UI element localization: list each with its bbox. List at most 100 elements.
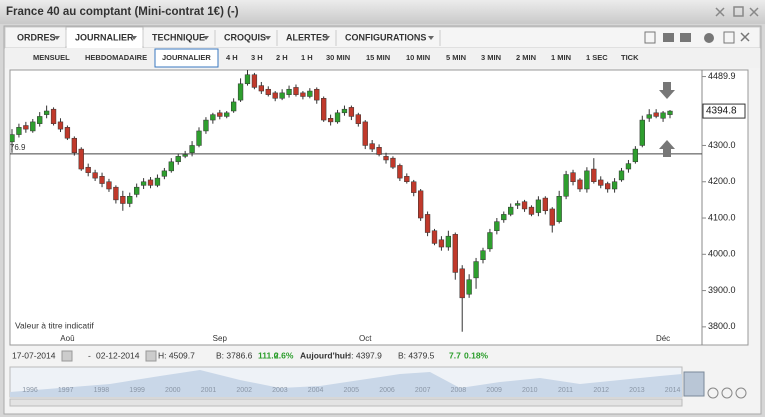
candle-body: [327, 118, 334, 123]
candle-body: [535, 199, 542, 213]
timeframe-option[interactable]: 3 H: [251, 53, 263, 62]
candle-body: [37, 116, 43, 124]
candle-body: [64, 127, 71, 139]
menu-item[interactable]: ALERTES: [286, 32, 328, 42]
candle-body: [154, 177, 161, 186]
candle-body: [251, 74, 258, 88]
candle-body: [334, 112, 341, 123]
timeframe-option[interactable]: 1 H: [301, 53, 313, 62]
scroll-down-arrow[interactable]: [659, 82, 675, 99]
footer-sep: -: [88, 350, 91, 360]
candle-body: [321, 98, 327, 121]
footer-high: H: 4509.7: [158, 350, 195, 360]
candle-body: [140, 181, 147, 186]
navigator-year: 2000: [165, 387, 181, 394]
timeframe-option[interactable]: HEBDOMADAIRE: [85, 53, 147, 62]
dropdown-arrow: [54, 36, 60, 40]
maximize-icon[interactable]: [733, 6, 744, 17]
candle-body: [293, 87, 299, 95]
candle-body: [584, 170, 590, 190]
image-icon[interactable]: [663, 33, 674, 42]
timeframe-option[interactable]: TICK: [621, 53, 639, 62]
timeframe-option[interactable]: 2 H: [276, 53, 288, 62]
timeframe-option[interactable]: 1 SEC: [586, 53, 608, 62]
last-price-box: [702, 103, 746, 119]
menu-item[interactable]: ORDRES: [17, 32, 56, 42]
timeframe-option[interactable]: 3 MIN: [481, 53, 501, 62]
candle-body: [438, 239, 445, 248]
candle-body: [466, 279, 472, 295]
navigator-silhouette: [10, 370, 682, 397]
candle-body: [459, 268, 465, 299]
timeframe-option[interactable]: 1 MIN: [551, 53, 571, 62]
candle-body: [78, 148, 84, 170]
timeframe-option[interactable]: 30 MIN: [326, 53, 350, 62]
timeframe-option[interactable]: 10 MIN: [406, 53, 430, 62]
candle-body: [43, 110, 50, 115]
timeframe-option[interactable]: 2 MIN: [516, 53, 536, 62]
candle-body: [106, 181, 112, 190]
timeframe-option[interactable]: 15 MIN: [366, 53, 390, 62]
close-chart-icon[interactable]: [740, 32, 750, 42]
footer-today-low: B: 4379.5: [398, 350, 435, 360]
date-picker[interactable]: [61, 350, 73, 362]
menu-item[interactable]: CONFIGURATIONS: [345, 32, 426, 42]
candle-body: [113, 186, 119, 201]
candle-body: [418, 190, 424, 219]
popout-icon[interactable]: [723, 31, 735, 44]
tool-icon[interactable]: [644, 31, 656, 44]
date-picker[interactable]: [145, 350, 157, 362]
candle-body: [230, 101, 237, 112]
candle-body: [667, 110, 673, 115]
candle-body: [639, 119, 645, 146]
candle-body: [286, 88, 292, 95]
y-tick-label: 4300.0: [708, 140, 736, 150]
footer-today-high: H: 4397.9: [345, 350, 382, 360]
navigator-year: 2008: [451, 387, 467, 394]
y-tick-label: 4000.0: [708, 249, 736, 259]
candle-body: [341, 108, 348, 114]
navigator-year: 2010: [522, 387, 538, 394]
y-tick-label: 4100.0: [708, 212, 736, 222]
expand-icon[interactable]: [715, 7, 725, 17]
menu-item[interactable]: JOURNALIER: [75, 32, 134, 42]
navigator-handle[interactable]: [683, 371, 705, 397]
timeframe-option[interactable]: JOURNALIER: [162, 53, 211, 62]
candle-body: [411, 181, 417, 193]
reference-label: 4276.9: [1, 143, 26, 152]
scroll-up-arrow[interactable]: [659, 140, 675, 157]
title-bar: [0, 0, 765, 24]
candle-body: [355, 114, 361, 124]
footer-low: B: 3786.6: [216, 350, 253, 360]
toolbar-icons[interactable]: [644, 31, 750, 44]
settings-icon[interactable]: [704, 33, 714, 43]
candle-body: [542, 197, 548, 212]
candle-body: [376, 147, 382, 155]
timeframe-option[interactable]: 4 H: [226, 53, 238, 62]
candle-body: [161, 170, 168, 177]
candle-body: [182, 154, 188, 157]
window-controls[interactable]: [715, 6, 759, 17]
timeframe-option[interactable]: 5 MIN: [446, 53, 466, 62]
nav-button[interactable]: [735, 387, 747, 399]
navigator-year: 2001: [201, 387, 217, 394]
candle-body: [30, 121, 36, 132]
timeframe-option[interactable]: MENSUEL: [33, 53, 70, 62]
candle-body: [265, 88, 271, 95]
scrollbar[interactable]: [9, 398, 683, 407]
candle-body: [307, 90, 313, 97]
candle-body: [57, 121, 64, 130]
nav-button[interactable]: [721, 387, 733, 399]
chart-area: [9, 69, 749, 346]
candle-body: [362, 121, 368, 146]
menu-item[interactable]: TECHNIQUE: [152, 32, 205, 42]
dropdown-arrow: [428, 36, 434, 40]
nav-button[interactable]: [707, 387, 719, 399]
close-icon[interactable]: [749, 7, 759, 17]
menu-item[interactable]: CROQUIS: [224, 32, 266, 42]
candle-body: [383, 156, 389, 161]
print-icon[interactable]: [680, 33, 691, 42]
candle-body: [556, 196, 562, 222]
navigator-year: 2009: [486, 387, 502, 394]
